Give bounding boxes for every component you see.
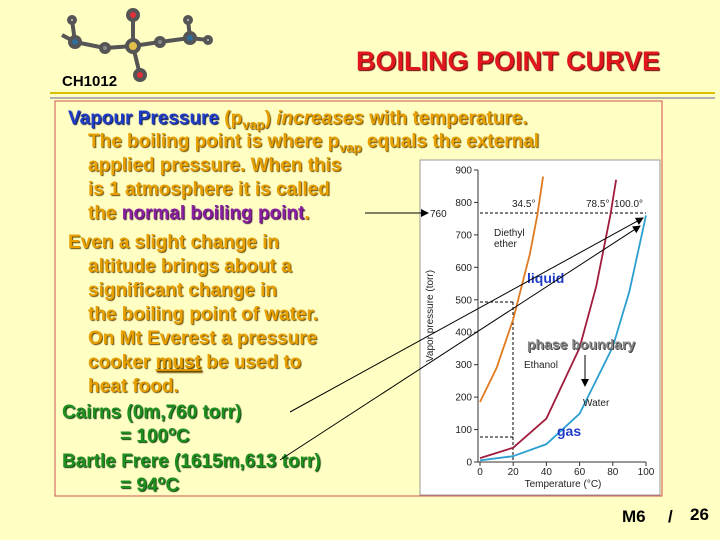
- series-line: [479, 215, 647, 462]
- y-tick-label: 500: [455, 295, 472, 306]
- y-tick-label: 200: [455, 393, 472, 404]
- pointer-arrow: [289, 217, 644, 413]
- text-line: Even a slight change in: [68, 232, 279, 253]
- x-tick-label: 0: [477, 467, 483, 478]
- text: cooker: [88, 352, 156, 373]
- annotation: 34.5°: [512, 199, 535, 210]
- text: altitude brings about a: [88, 256, 292, 277]
- text: equals the external: [362, 131, 539, 152]
- text-box: [54, 100, 663, 497]
- text: ): [265, 108, 277, 129]
- text-line: significant change in: [88, 280, 277, 301]
- text-line: the normal boiling point.: [88, 203, 310, 224]
- emphasis: must: [156, 352, 202, 373]
- text-line: = 94oC: [120, 472, 179, 496]
- subscript: vap: [339, 140, 361, 155]
- text: Even a slight change in: [68, 232, 279, 253]
- text-line: On Mt Everest a pressure: [88, 328, 317, 349]
- text-line: heat food.: [88, 376, 179, 397]
- text-line: Vapour Pressure (pvap) increases with te…: [68, 108, 528, 132]
- footer-module: M6: [622, 507, 646, 526]
- pointer-arrow: [279, 225, 641, 461]
- text: C: [176, 426, 190, 447]
- x-tick-label: 20: [508, 467, 520, 478]
- subscript: vap: [242, 117, 264, 132]
- series-line: [479, 176, 544, 403]
- course-code: CH1012: [62, 73, 117, 90]
- y-tick-label: 600: [455, 263, 472, 274]
- text: C: [165, 475, 179, 496]
- molecule-icon: [61, 8, 213, 82]
- term: normal boiling point: [122, 203, 305, 224]
- superscript: o: [168, 423, 176, 438]
- y-tick-label: 900: [455, 166, 472, 177]
- term: Vapour Pressure: [68, 108, 219, 129]
- text-line: Bartle Frere (1615m,613 torr): [62, 451, 321, 472]
- y-tick-label: 800: [455, 198, 472, 209]
- chart: 0 100 200 300 400 500 600 700 800 900 0 20 40 60 80 100…: [425, 166, 655, 491]
- y-axis-label: Vapor pressure (torr): [425, 270, 436, 362]
- text: heat food.: [88, 376, 179, 397]
- slide-title: BOILING POINT CURVE: [356, 46, 660, 76]
- x-tick-label: 80: [607, 467, 619, 478]
- series-line: [479, 179, 618, 459]
- text: Bartle Frere (1615m,613 torr): [62, 451, 321, 472]
- text: = 94: [120, 475, 158, 496]
- footer-separator: /: [668, 507, 673, 526]
- text-line: = 100oC: [120, 423, 190, 447]
- text-line: applied pressure. When this: [88, 155, 341, 176]
- text: The boiling point is where p: [88, 131, 339, 152]
- text: = 100: [120, 426, 168, 447]
- text: be used to: [201, 352, 301, 373]
- text: .: [304, 203, 309, 224]
- annotation: 78.5°: [586, 199, 609, 210]
- annotation: 760: [430, 209, 447, 220]
- footer-page: 26: [690, 505, 709, 524]
- text-line: cooker must be used to: [88, 352, 301, 373]
- text: the: [88, 203, 122, 224]
- text: On Mt Everest a pressure: [88, 328, 317, 349]
- annotation: 100.0°: [614, 199, 643, 210]
- x-tick-label: 40: [541, 467, 553, 478]
- annotation: liquid: [527, 270, 564, 286]
- text: the boiling point of water.: [88, 304, 318, 325]
- chart-panel: [419, 159, 661, 496]
- x-tick-label: 60: [574, 467, 586, 478]
- annotation: phase boundary: [527, 336, 635, 352]
- y-tick-label: 300: [455, 360, 472, 371]
- x-axis-label: Temperature (°C): [525, 479, 602, 490]
- superscript: o: [158, 472, 166, 487]
- text: is 1 atmosphere it is called: [88, 179, 330, 200]
- text-line: The boiling point is where pvap equals t…: [88, 131, 539, 155]
- text: (p: [219, 108, 242, 129]
- annotation: gas: [557, 423, 581, 439]
- text: significant change in: [88, 280, 277, 301]
- text-line: altitude brings about a: [88, 256, 292, 277]
- series-label: Ethanol: [524, 360, 558, 371]
- text: Cairns (0m,760 torr): [62, 402, 242, 423]
- text-line: Cairns (0m,760 torr): [62, 402, 242, 423]
- emphasis: increases: [276, 108, 364, 129]
- text: with temperature.: [364, 108, 528, 129]
- text: applied pressure. When this: [88, 155, 341, 176]
- y-tick-label: 100: [455, 425, 472, 436]
- y-tick-label: 700: [455, 230, 472, 241]
- series-label: Diethyl ether: [494, 228, 525, 250]
- x-tick-label: 100: [638, 467, 655, 478]
- y-tick-label: 0: [466, 458, 472, 469]
- text-line: the boiling point of water.: [88, 304, 318, 325]
- text-line: is 1 atmosphere it is called: [88, 179, 330, 200]
- series-label: Water: [583, 398, 610, 409]
- y-tick-label: 400: [455, 328, 472, 339]
